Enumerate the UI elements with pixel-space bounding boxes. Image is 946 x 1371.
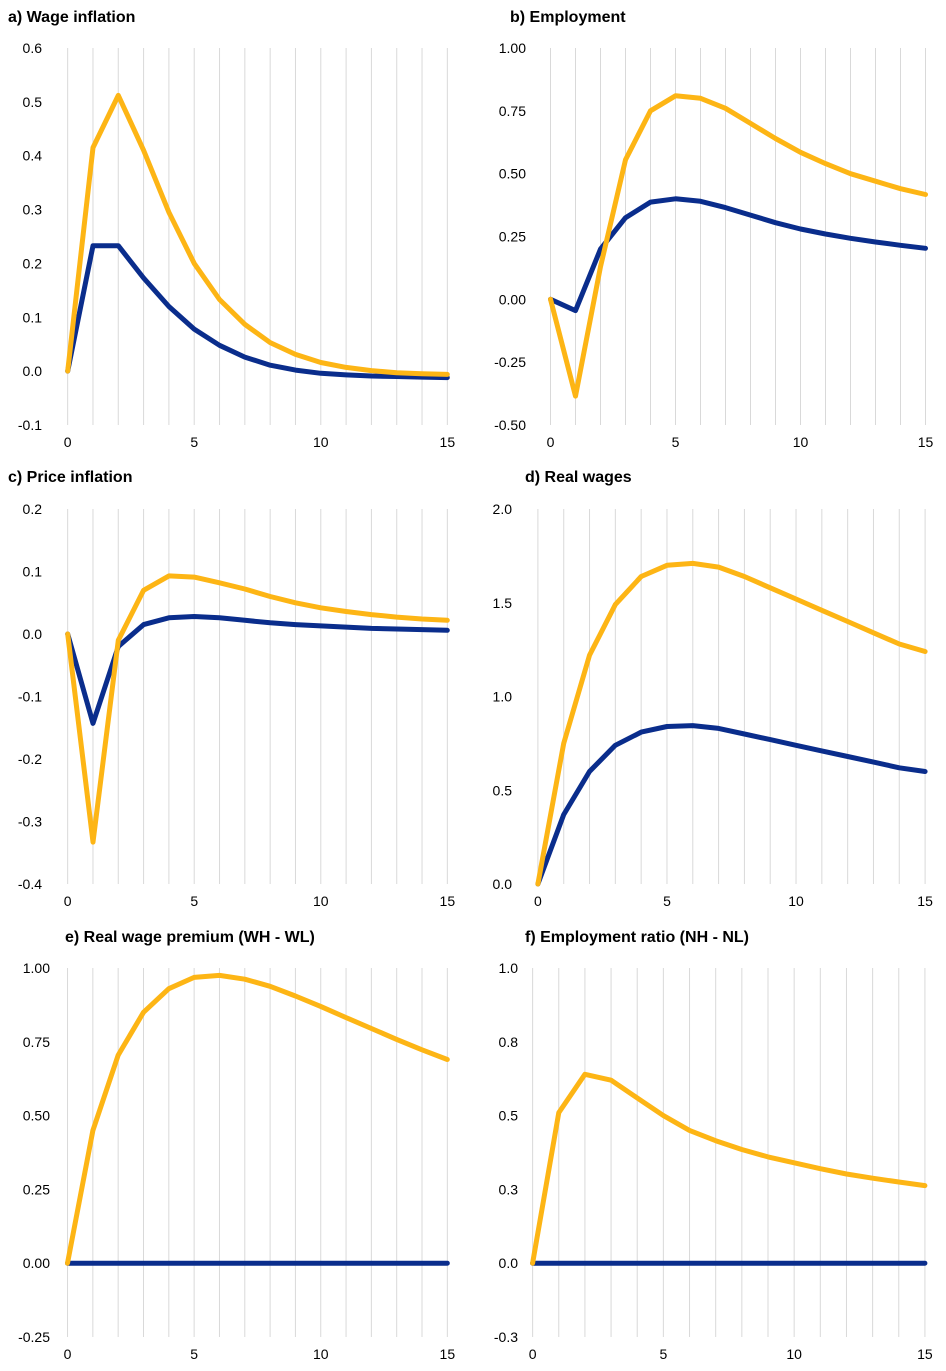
y-tick-label: 0.3 xyxy=(23,202,43,218)
x-tick-label: 10 xyxy=(793,434,809,450)
chart-panel-2: b) Employment -0.50 -0.25 0.00 0.25 0.50 0.75 1… xyxy=(494,9,933,450)
y-tick-label: 0.1 xyxy=(23,564,43,580)
x-tick-label: 0 xyxy=(64,1346,72,1362)
chart-title: f) Employment ratio (NH - NL) xyxy=(525,929,749,946)
y-tick-label: 0.0 xyxy=(493,876,513,892)
y-tick-label: -0.1 xyxy=(18,689,42,705)
y-tick-label: 0.8 xyxy=(499,1034,519,1050)
chart-title: c) Price inflation xyxy=(8,469,132,486)
y-tick-label: 0.1 xyxy=(23,309,43,325)
x-tick-label: 5 xyxy=(190,893,198,909)
y-tick-label: 1.00 xyxy=(23,960,50,976)
x-tick-label: 15 xyxy=(440,893,456,909)
series-line-2 xyxy=(548,93,928,399)
series-line-2 xyxy=(535,560,928,887)
x-tick-label: 15 xyxy=(917,1346,933,1362)
series-line-1 xyxy=(535,723,928,887)
x-tick-label: 5 xyxy=(659,1346,667,1362)
series-line-2 xyxy=(65,92,450,377)
y-tick-label: 1.5 xyxy=(493,595,513,611)
series-line-1 xyxy=(65,614,450,726)
chart-title: a) Wage inflation xyxy=(8,9,135,26)
y-tick-label: 0.0 xyxy=(23,363,43,379)
x-tick-label: 10 xyxy=(313,434,329,450)
chart-panel-1: a) Wage inflation -0.1 0.0 0.1 0.2 0.3 0.4 0.5 0… xyxy=(8,9,455,450)
series-line-2 xyxy=(530,1071,928,1266)
x-tick-label: 15 xyxy=(440,434,456,450)
y-tick-label: 0.25 xyxy=(499,229,526,245)
x-tick-label: 5 xyxy=(663,893,671,909)
y-tick-label: 0.50 xyxy=(23,1108,50,1124)
chart-panel-5: e) Real wage premium (WH - WL) -0.25 0.00 0… xyxy=(18,929,455,1362)
chart-panel-6: f) Employment ratio (NH - NL) -0.3 0.0 0.3 0… xyxy=(494,929,933,1362)
x-tick-label: 10 xyxy=(786,1346,802,1362)
x-tick-label: 10 xyxy=(788,893,804,909)
y-tick-label: 1.0 xyxy=(493,689,513,705)
x-tick-label: 10 xyxy=(313,893,329,909)
y-tick-label: 0.4 xyxy=(23,148,43,164)
y-tick-label: -0.2 xyxy=(18,751,42,767)
x-tick-label: 0 xyxy=(64,893,72,909)
y-tick-label: 0.5 xyxy=(493,782,513,798)
y-tick-label: -0.25 xyxy=(494,354,526,370)
y-tick-label: 0.50 xyxy=(499,166,526,182)
chart-panel-3: c) Price inflation -0.4 -0.3 -0.2 -0.1 0.0 0.1… xyxy=(8,469,455,909)
y-tick-label: 0.2 xyxy=(23,501,43,517)
y-tick-label: 1.0 xyxy=(499,960,519,976)
y-tick-label: 0.3 xyxy=(499,1181,519,1197)
chart-title: d) Real wages xyxy=(525,469,632,486)
y-tick-label: 1.00 xyxy=(499,40,526,56)
x-tick-label: 15 xyxy=(918,434,934,450)
y-tick-label: 0.2 xyxy=(23,255,43,271)
y-tick-label: 0.6 xyxy=(23,40,43,56)
y-tick-label: 2.0 xyxy=(493,501,513,517)
y-tick-label: -0.3 xyxy=(18,814,42,830)
x-tick-label: 5 xyxy=(190,1346,198,1362)
x-tick-label: 10 xyxy=(313,1346,329,1362)
x-tick-label: 5 xyxy=(190,434,198,450)
series-line-2 xyxy=(65,972,450,1266)
x-tick-label: 0 xyxy=(529,1346,537,1362)
y-tick-label: 0.25 xyxy=(23,1181,50,1197)
chart-panel-4: d) Real wages 0.0 0.5 1.0 1.5 2.0 0 5 10 15 xyxy=(493,469,934,909)
chart-title: e) Real wage premium (WH - WL) xyxy=(65,929,315,946)
x-tick-label: 0 xyxy=(64,434,72,450)
y-tick-label: 0.75 xyxy=(499,103,526,119)
x-tick-label: 0 xyxy=(547,434,555,450)
y-tick-label: 0.00 xyxy=(499,291,526,307)
x-tick-label: 0 xyxy=(534,893,542,909)
x-tick-label: 5 xyxy=(672,434,680,450)
series-line-2 xyxy=(65,573,450,845)
y-tick-label: -0.50 xyxy=(494,417,526,433)
y-tick-label: -0.25 xyxy=(18,1329,50,1345)
y-tick-label: -0.4 xyxy=(18,876,42,892)
y-tick-label: -0.3 xyxy=(494,1329,518,1345)
x-tick-label: 15 xyxy=(917,893,933,909)
series-line-1 xyxy=(65,243,450,381)
y-tick-label: 0.75 xyxy=(23,1034,50,1050)
chart-title: b) Employment xyxy=(510,9,626,26)
y-tick-label: 0.5 xyxy=(23,94,43,110)
y-tick-label: 0.00 xyxy=(23,1255,50,1271)
y-tick-label: 0.0 xyxy=(499,1255,519,1271)
series-line-1 xyxy=(548,196,928,314)
y-tick-label: 0.5 xyxy=(499,1108,519,1124)
y-tick-label: 0.0 xyxy=(23,626,43,642)
x-tick-label: 15 xyxy=(440,1346,456,1362)
y-tick-label: -0.1 xyxy=(18,417,42,433)
